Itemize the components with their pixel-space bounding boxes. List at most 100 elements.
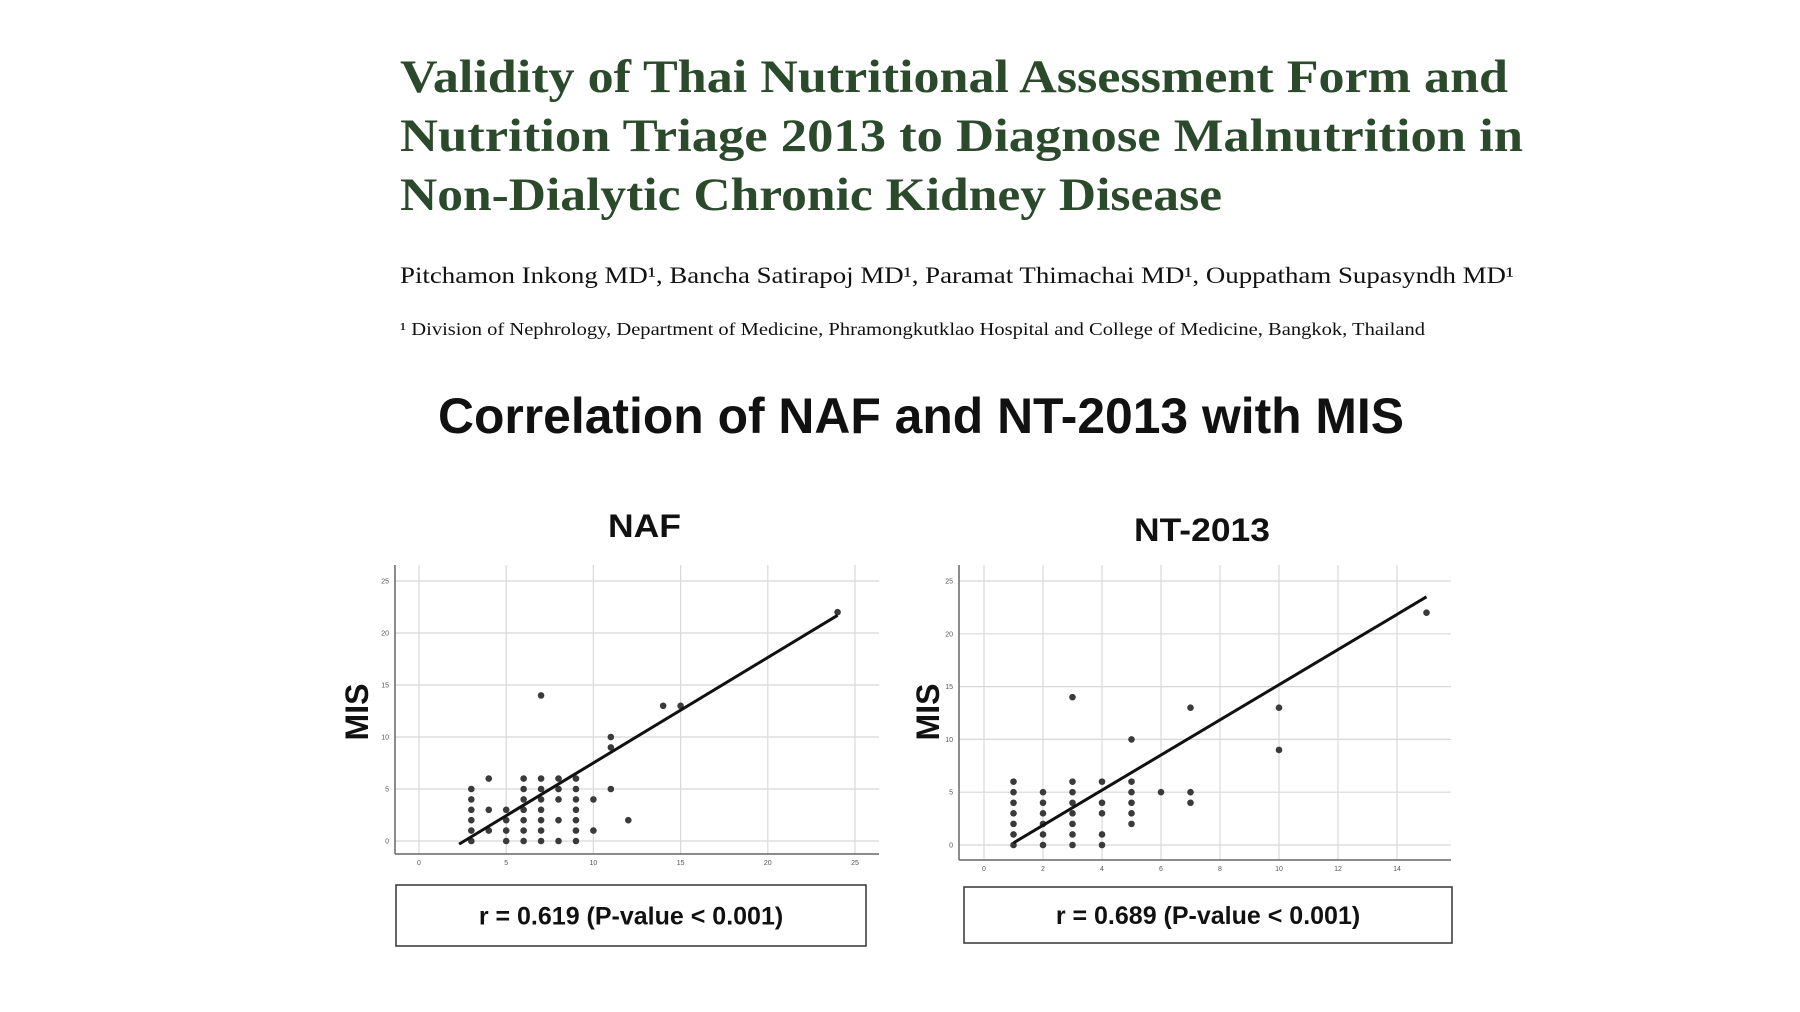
- y-tick-label: 20: [945, 631, 953, 638]
- data-point: [1128, 736, 1135, 743]
- data-point: [1187, 704, 1194, 712]
- data-point: [1128, 820, 1135, 828]
- data-point: [555, 796, 562, 803]
- data-point: [537, 827, 545, 834]
- data-point: [607, 733, 615, 741]
- x-tick-label: 10: [1275, 866, 1283, 873]
- data-point: [468, 816, 475, 824]
- data-point: [1069, 788, 1076, 796]
- x-tick-label: 2: [1041, 866, 1045, 873]
- data-point: [1423, 609, 1430, 616]
- data-point: [468, 796, 475, 803]
- paper-header: Validity of Thai Nutritional Assessment …: [400, 51, 1523, 339]
- data-point: [502, 827, 510, 834]
- data-point: [1098, 799, 1106, 807]
- x-tick-label: 20: [764, 860, 772, 867]
- data-point: [1010, 810, 1017, 817]
- data-point: [502, 806, 510, 814]
- data-point: [537, 806, 545, 814]
- data-point: [1069, 841, 1076, 849]
- data-point: [1128, 778, 1135, 785]
- y-tick-label: 15: [381, 683, 389, 690]
- data-point: [502, 816, 510, 824]
- data-point: [555, 837, 562, 845]
- data-point: [1275, 704, 1283, 712]
- data-point: [590, 827, 597, 834]
- data-point: [555, 816, 562, 824]
- x-tick-label: 4: [1100, 866, 1104, 873]
- x-tick-label: 14: [1393, 866, 1401, 873]
- data-point: [1128, 810, 1135, 817]
- data-point: [1039, 788, 1047, 796]
- y-tick-label: 0: [385, 839, 389, 846]
- data-point: [624, 816, 632, 824]
- data-point: [555, 775, 562, 782]
- y-axis-label: MIS: [910, 684, 946, 741]
- data-point: [1010, 831, 1017, 838]
- data-point: [520, 775, 527, 782]
- data-point: [485, 775, 493, 782]
- data-point: [1098, 778, 1106, 785]
- data-point: [1098, 810, 1106, 817]
- data-point: [537, 837, 545, 845]
- y-tick-label: 5: [949, 790, 953, 797]
- data-point: [1039, 810, 1047, 817]
- data-point: [1039, 841, 1047, 849]
- data-point: [1128, 799, 1135, 807]
- chart-title: NAF: [608, 508, 681, 544]
- data-point: [520, 816, 527, 824]
- x-tick-label: 0: [982, 866, 986, 873]
- data-point: [1098, 831, 1106, 838]
- data-point: [1069, 799, 1076, 807]
- y-tick-label: 15: [945, 684, 953, 691]
- x-tick-label: 10: [590, 860, 598, 867]
- correlation-stat: r = 0.689 (P-value < 0.001): [1056, 902, 1360, 930]
- y-tick-label: 20: [381, 631, 389, 638]
- x-tick-label: 15: [677, 860, 685, 867]
- chart-title: NT-2013: [1134, 512, 1270, 548]
- x-tick-label: 8: [1218, 866, 1222, 873]
- data-point: [1069, 831, 1076, 838]
- data-point: [1187, 799, 1194, 807]
- data-point: [1098, 841, 1106, 849]
- data-point: [677, 702, 684, 710]
- data-point: [537, 785, 545, 793]
- naf-scatter-chart: NAF MIS 0 5 10 15 20 25 0 5 10 15 20 25 r = 0.619 (P-v…: [339, 508, 879, 947]
- data-point: [1069, 693, 1076, 701]
- data-point: [572, 827, 580, 834]
- data-point: [520, 806, 527, 814]
- data-point: [520, 796, 527, 803]
- data-point: [537, 775, 545, 782]
- correlation-box: [395, 884, 867, 947]
- data-point: [1039, 799, 1047, 807]
- data-point: [834, 608, 841, 616]
- regression-line: [458, 614, 839, 846]
- data-point: [502, 837, 510, 845]
- data-point: [572, 816, 580, 824]
- title-line-1: Validity of Thai Nutritional Assessment …: [400, 51, 1508, 103]
- correlation-box: [963, 886, 1453, 944]
- data-point: [1010, 778, 1017, 785]
- y-tick-label: 10: [945, 737, 953, 744]
- y-tick-label: 25: [945, 579, 953, 586]
- data-point: [572, 796, 580, 803]
- data-point: [607, 744, 615, 751]
- x-tick-label: 0: [417, 860, 421, 867]
- figure-title: Correlation of NAF and NT-2013 with MIS: [438, 388, 1404, 444]
- data-point: [485, 806, 493, 814]
- author-list: Pitchamon Inkong MD¹, Bancha Satirapoj M…: [400, 263, 1514, 288]
- data-point: [572, 775, 580, 782]
- data-point: [1157, 788, 1165, 796]
- data-point: [520, 837, 527, 845]
- title-line-3: Non-Dialytic Chronic Kidney Disease: [400, 169, 1222, 221]
- title-line-2: Nutrition Triage 2013 to Diagnose Malnut…: [400, 110, 1523, 162]
- correlation-stat: r = 0.619 (P-value < 0.001): [479, 903, 783, 931]
- y-tick-label: 25: [381, 579, 389, 586]
- data-point: [1275, 746, 1283, 754]
- data-point: [520, 827, 527, 834]
- data-point: [1039, 831, 1047, 838]
- data-point: [1069, 778, 1076, 785]
- data-point: [1187, 788, 1194, 796]
- data-point: [468, 827, 475, 834]
- affiliation: ¹ Division of Nephrology, Department of …: [400, 319, 1425, 339]
